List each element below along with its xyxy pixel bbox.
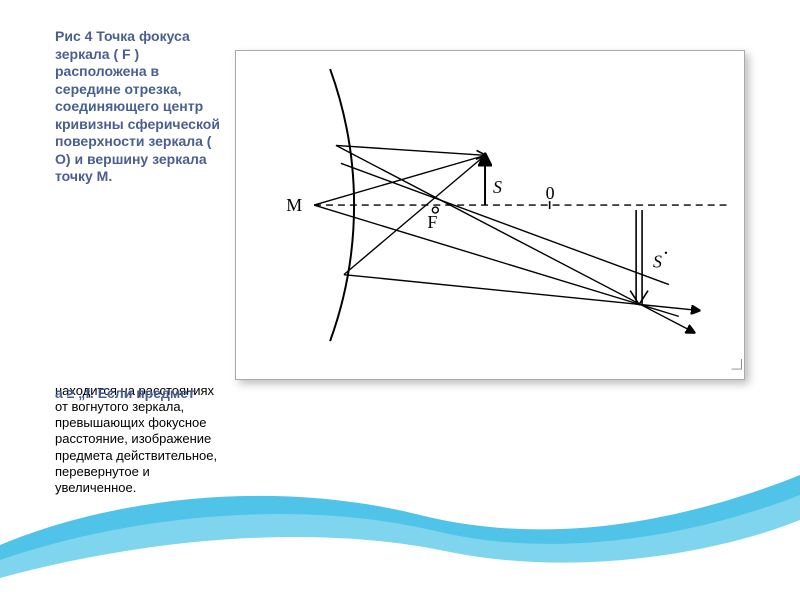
figure-heading-overlap: а ≥ „f. Если предмет: [55, 385, 220, 403]
svg-text:S: S: [493, 177, 502, 197]
optics-diagram: M F 0 S S: [236, 51, 744, 379]
caption-text-block: Рис 4 Точка фокуса зеркала ( F ) располо…: [55, 28, 220, 188]
figure-heading: Рис 4 Точка фокуса зеркала ( F ) располо…: [55, 28, 220, 186]
svg-text:0: 0: [546, 183, 555, 203]
wave-decoration: [0, 460, 800, 600]
svg-text:F: F: [427, 212, 437, 232]
diagram-frame: M F 0 S S: [235, 50, 745, 380]
svg-text:M: M: [286, 195, 302, 215]
slide: Рис 4 Точка фокуса зеркала ( F ) располо…: [0, 0, 800, 600]
svg-text:S: S: [653, 252, 662, 272]
